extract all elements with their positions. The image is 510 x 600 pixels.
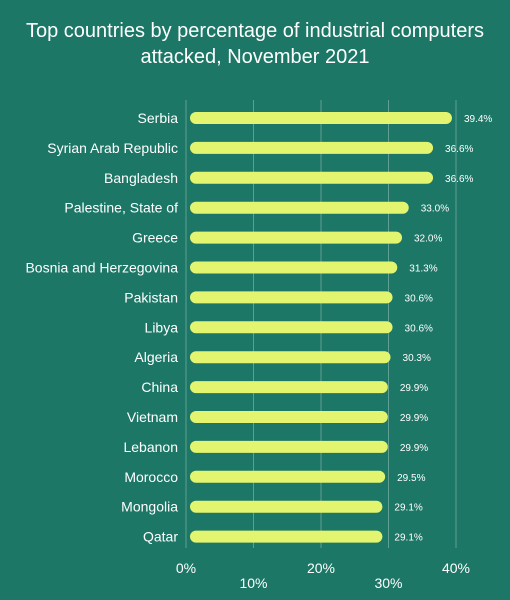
chart-title-line-2: attacked, November 2021 bbox=[140, 46, 370, 68]
category-label-7: Libya bbox=[145, 319, 179, 335]
value-label-14: 29.1% bbox=[394, 533, 422, 544]
bar-5 bbox=[190, 261, 398, 274]
value-label-10: 29.9% bbox=[400, 413, 428, 424]
bar-6 bbox=[190, 291, 393, 304]
value-label-6: 30.6% bbox=[405, 293, 433, 304]
category-label-8: Algeria bbox=[134, 349, 178, 365]
x-tick-label-1: 10% bbox=[239, 575, 267, 591]
bar-3 bbox=[190, 201, 409, 214]
value-label-11: 29.9% bbox=[400, 443, 428, 454]
category-label-6: Pakistan bbox=[124, 289, 178, 305]
x-tick-label-3: 30% bbox=[374, 575, 402, 591]
bar-11 bbox=[190, 440, 388, 453]
bar-1 bbox=[190, 141, 434, 154]
category-label-1: Syrian Arab Republic bbox=[47, 140, 178, 156]
value-label-13: 29.1% bbox=[394, 503, 422, 514]
bar-10 bbox=[190, 411, 388, 423]
value-label-0: 39.4% bbox=[464, 114, 492, 125]
category-label-0: Serbia bbox=[138, 110, 179, 126]
bar-2 bbox=[190, 171, 434, 184]
chart-title: Top countries by percentage of industria… bbox=[0, 18, 510, 70]
category-label-12: Morocco bbox=[124, 469, 178, 485]
category-label-13: Mongolia bbox=[121, 499, 178, 515]
category-label-11: Lebanon bbox=[123, 439, 178, 455]
value-label-9: 29.9% bbox=[400, 383, 428, 394]
category-label-14: Qatar bbox=[143, 529, 178, 545]
value-label-7: 30.6% bbox=[405, 323, 433, 334]
bar-14 bbox=[190, 530, 383, 543]
bar-13 bbox=[190, 500, 383, 513]
value-label-12: 29.5% bbox=[397, 473, 425, 484]
chart-title-line-1: Top countries by percentage of industria… bbox=[25, 20, 485, 42]
category-label-3: Palestine, State of bbox=[64, 200, 178, 216]
value-label-3: 33.0% bbox=[421, 204, 449, 215]
bar-0 bbox=[190, 112, 452, 124]
value-label-2: 36.6% bbox=[445, 174, 473, 185]
x-tick-label-4: 40% bbox=[442, 560, 470, 576]
category-label-10: Vietnam bbox=[127, 409, 178, 425]
bar-7 bbox=[190, 321, 393, 334]
value-label-8: 30.3% bbox=[403, 353, 431, 364]
bar-4 bbox=[190, 231, 402, 244]
value-label-4: 32.0% bbox=[414, 234, 442, 245]
category-label-9: China bbox=[141, 379, 178, 395]
value-label-5: 31.3% bbox=[409, 264, 437, 275]
category-label-2: Bangladesh bbox=[104, 170, 178, 186]
bar-9 bbox=[190, 381, 388, 394]
value-label-1: 36.6% bbox=[445, 144, 473, 155]
category-label-4: Greece bbox=[132, 230, 178, 246]
category-label-5: Bosnia and Herzegovina bbox=[25, 260, 178, 276]
bar-12 bbox=[190, 470, 386, 483]
bar-8 bbox=[190, 351, 391, 364]
x-tick-label-0: 0% bbox=[176, 560, 196, 576]
x-tick-label-2: 20% bbox=[307, 560, 335, 576]
